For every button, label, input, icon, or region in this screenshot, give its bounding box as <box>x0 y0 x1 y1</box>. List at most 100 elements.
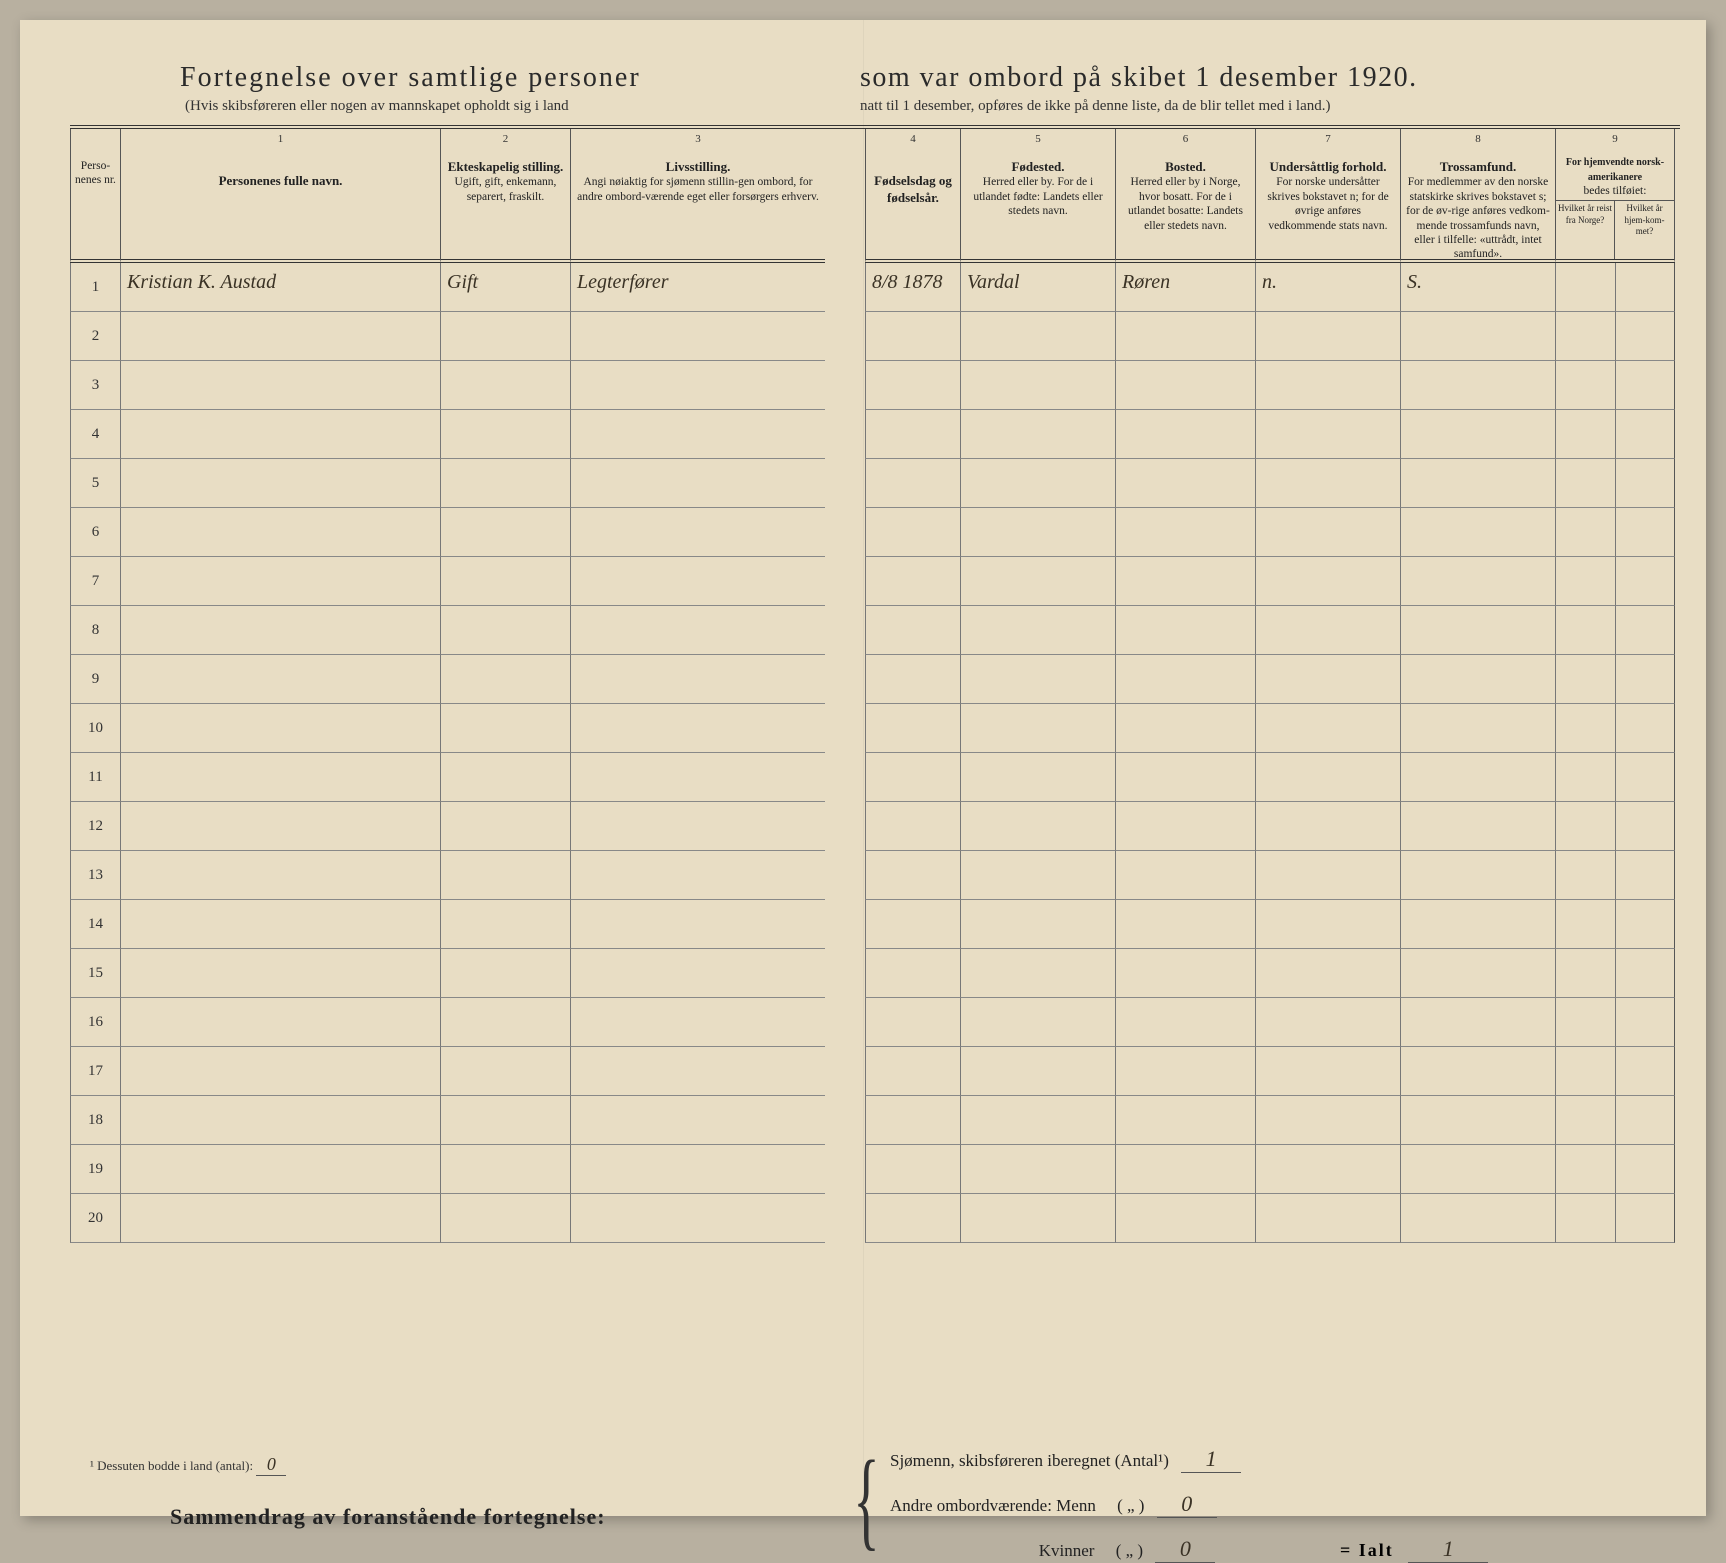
row-bosted <box>1115 410 1255 459</box>
row-fodselsdag <box>865 557 960 606</box>
row-fodested <box>960 459 1115 508</box>
row-fodested <box>960 998 1115 1047</box>
row-navn <box>120 655 440 704</box>
row-undersattlig <box>1255 802 1400 851</box>
row-nr: 8 <box>70 606 120 655</box>
row-hjemkommet <box>1615 998 1675 1047</box>
page-gap <box>825 1047 865 1096</box>
colnum-3: 3 <box>570 129 825 153</box>
hdr-nr: Perso- nenes nr. <box>70 153 120 263</box>
row-trossamfund <box>1400 704 1555 753</box>
row-hjemkommet <box>1615 606 1675 655</box>
row-trossamfund <box>1400 900 1555 949</box>
row-nr: 11 <box>70 753 120 802</box>
row-undersattlig <box>1255 1047 1400 1096</box>
summary-sjomenn-value: 1 <box>1181 1446 1241 1473</box>
row-livsstilling <box>570 606 825 655</box>
row-fodselsdag <box>865 459 960 508</box>
row-bosted <box>1115 1096 1255 1145</box>
table-row: 8 <box>70 606 1680 655</box>
row-livsstilling <box>570 851 825 900</box>
row-nr: 15 <box>70 949 120 998</box>
row-nr: 7 <box>70 557 120 606</box>
row-trossamfund <box>1400 1047 1555 1096</box>
row-navn <box>120 900 440 949</box>
table-row: 3 <box>70 361 1680 410</box>
row-undersattlig <box>1255 753 1400 802</box>
row-bosted <box>1115 1194 1255 1243</box>
header-row: Perso- nenes nr. Personenes fulle navn. … <box>70 153 1680 263</box>
row-undersattlig <box>1255 312 1400 361</box>
hdr-reist: Hvilket år reist fra Norge? <box>1556 201 1615 259</box>
row-ekteskap <box>440 802 570 851</box>
row-nr: 10 <box>70 704 120 753</box>
table-row: 14 <box>70 900 1680 949</box>
row-nr: 12 <box>70 802 120 851</box>
table-row: 5 <box>70 459 1680 508</box>
row-undersattlig <box>1255 1145 1400 1194</box>
row-nr: 14 <box>70 900 120 949</box>
hdr-fodselsdag: Fødselsdag og fødselsår. <box>865 153 960 263</box>
row-livsstilling <box>570 753 825 802</box>
row-nr: 1 <box>70 263 120 312</box>
row-nr: 4 <box>70 410 120 459</box>
row-trossamfund <box>1400 949 1555 998</box>
row-navn <box>120 949 440 998</box>
page-gap <box>825 1096 865 1145</box>
row-fodested: Vardal <box>960 263 1115 312</box>
table-row: 2 <box>70 312 1680 361</box>
row-nr: 16 <box>70 998 120 1047</box>
title-left: Fortegnelse over samtlige personer <box>180 62 641 94</box>
row-undersattlig <box>1255 606 1400 655</box>
row-ekteskap <box>440 753 570 802</box>
row-undersattlig <box>1255 459 1400 508</box>
colnum-8: 8 <box>1400 129 1555 153</box>
row-fodselsdag <box>865 312 960 361</box>
row-bosted <box>1115 361 1255 410</box>
row-navn <box>120 998 440 1047</box>
row-reist <box>1555 312 1615 361</box>
row-bosted <box>1115 508 1255 557</box>
row-bosted <box>1115 1047 1255 1096</box>
page-gap <box>825 949 865 998</box>
row-reist <box>1555 949 1615 998</box>
row-fodselsdag <box>865 361 960 410</box>
row-reist <box>1555 851 1615 900</box>
row-bosted <box>1115 802 1255 851</box>
table-row: 20 <box>70 1194 1680 1243</box>
hdr-undersattlig: Undersåttlig forhold. For norske underså… <box>1255 153 1400 263</box>
row-fodested <box>960 1047 1115 1096</box>
row-reist <box>1555 508 1615 557</box>
row-bosted <box>1115 459 1255 508</box>
row-reist <box>1555 410 1615 459</box>
row-bosted <box>1115 557 1255 606</box>
row-trossamfund <box>1400 459 1555 508</box>
row-undersattlig <box>1255 1096 1400 1145</box>
colnum-9: 9 <box>1555 129 1675 153</box>
row-ekteskap <box>440 1096 570 1145</box>
row-hjemkommet <box>1615 704 1675 753</box>
column-number-row: 1 2 3 4 5 6 7 8 9 <box>70 129 1680 153</box>
row-livsstilling <box>570 508 825 557</box>
table-row: 13 <box>70 851 1680 900</box>
row-reist <box>1555 704 1615 753</box>
row-nr: 13 <box>70 851 120 900</box>
row-ekteskap <box>440 508 570 557</box>
row-livsstilling: Legterfører <box>570 263 825 312</box>
summary-ialt-value: 1 <box>1408 1536 1488 1563</box>
row-fodselsdag <box>865 1145 960 1194</box>
row-nr: 17 <box>70 1047 120 1096</box>
page-gap <box>825 753 865 802</box>
row-navn <box>120 1194 440 1243</box>
row-ekteskap <box>440 361 570 410</box>
row-trossamfund <box>1400 606 1555 655</box>
footnote: ¹ Dessuten bodde i land (antal): 0 <box>90 1454 286 1476</box>
row-fodselsdag <box>865 410 960 459</box>
row-reist <box>1555 263 1615 312</box>
row-bosted <box>1115 312 1255 361</box>
row-reist <box>1555 753 1615 802</box>
row-bosted <box>1115 1145 1255 1194</box>
row-undersattlig <box>1255 508 1400 557</box>
row-fodselsdag <box>865 1194 960 1243</box>
row-ekteskap <box>440 1047 570 1096</box>
